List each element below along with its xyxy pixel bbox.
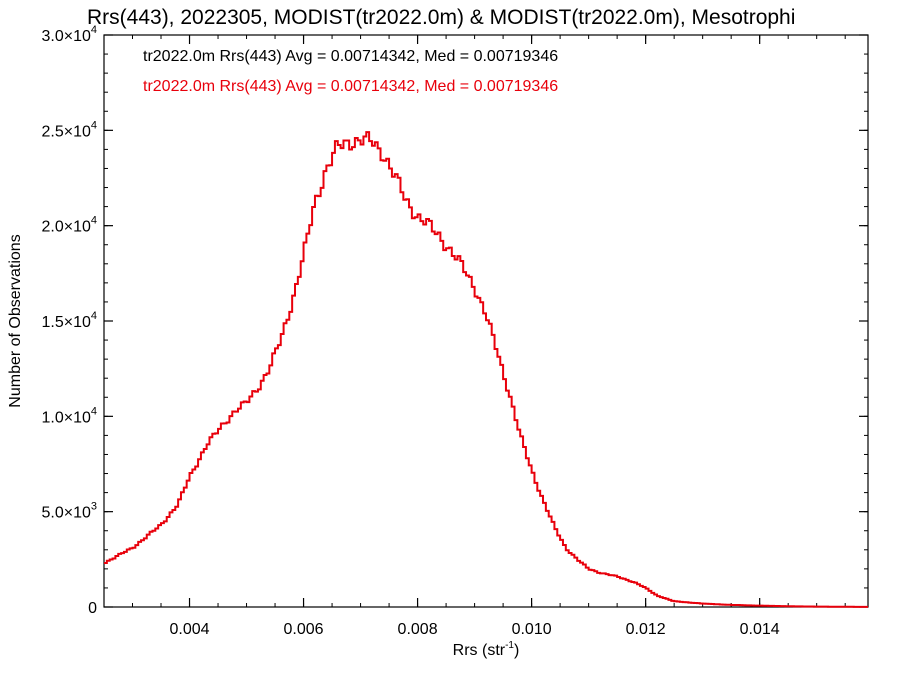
x-tick-label: 0.014 bbox=[740, 621, 780, 638]
x-tick-labels: 0.004 0.006 0.008 0.010 0.012 0.014 bbox=[169, 621, 779, 638]
annotation-black: tr2022.0m Rrs(443) Avg = 0.00714342, Med… bbox=[143, 48, 558, 65]
x-tick-label: 0.004 bbox=[169, 621, 209, 638]
y-tick-label: 2.0×104 bbox=[41, 215, 97, 236]
y-tick-label: 1.5×104 bbox=[41, 310, 97, 331]
x-tick-label: 0.012 bbox=[626, 621, 666, 638]
plot-frame bbox=[103, 34, 869, 608]
y-tick-label: 1.0×104 bbox=[41, 405, 97, 426]
y-tick-label: 3.0×104 bbox=[41, 24, 97, 45]
x-tick-label: 0.010 bbox=[512, 621, 552, 638]
y-tick-label: 0 bbox=[88, 600, 97, 617]
chart-title: Rrs(443), 2022305, MODIST(tr2022.0m) & M… bbox=[87, 6, 795, 29]
x-axis-label: Rrs (str-1) bbox=[453, 640, 520, 659]
y-axis-label: Number of Observations bbox=[7, 234, 24, 407]
y-tick-labels: 0 5.0×103 1.0×104 1.5×104 2.0×104 2.5×104 3.0×… bbox=[41, 24, 97, 617]
x-tick-label: 0.006 bbox=[284, 621, 324, 638]
y-tick-label: 2.5×104 bbox=[41, 119, 97, 140]
y-tick-label: 5.0×103 bbox=[41, 501, 97, 522]
series-line-red bbox=[104, 131, 868, 608]
annotation-red: tr2022.0m Rrs(443) Avg = 0.00714342, Med… bbox=[143, 78, 558, 95]
x-tick-label: 0.008 bbox=[398, 621, 438, 638]
